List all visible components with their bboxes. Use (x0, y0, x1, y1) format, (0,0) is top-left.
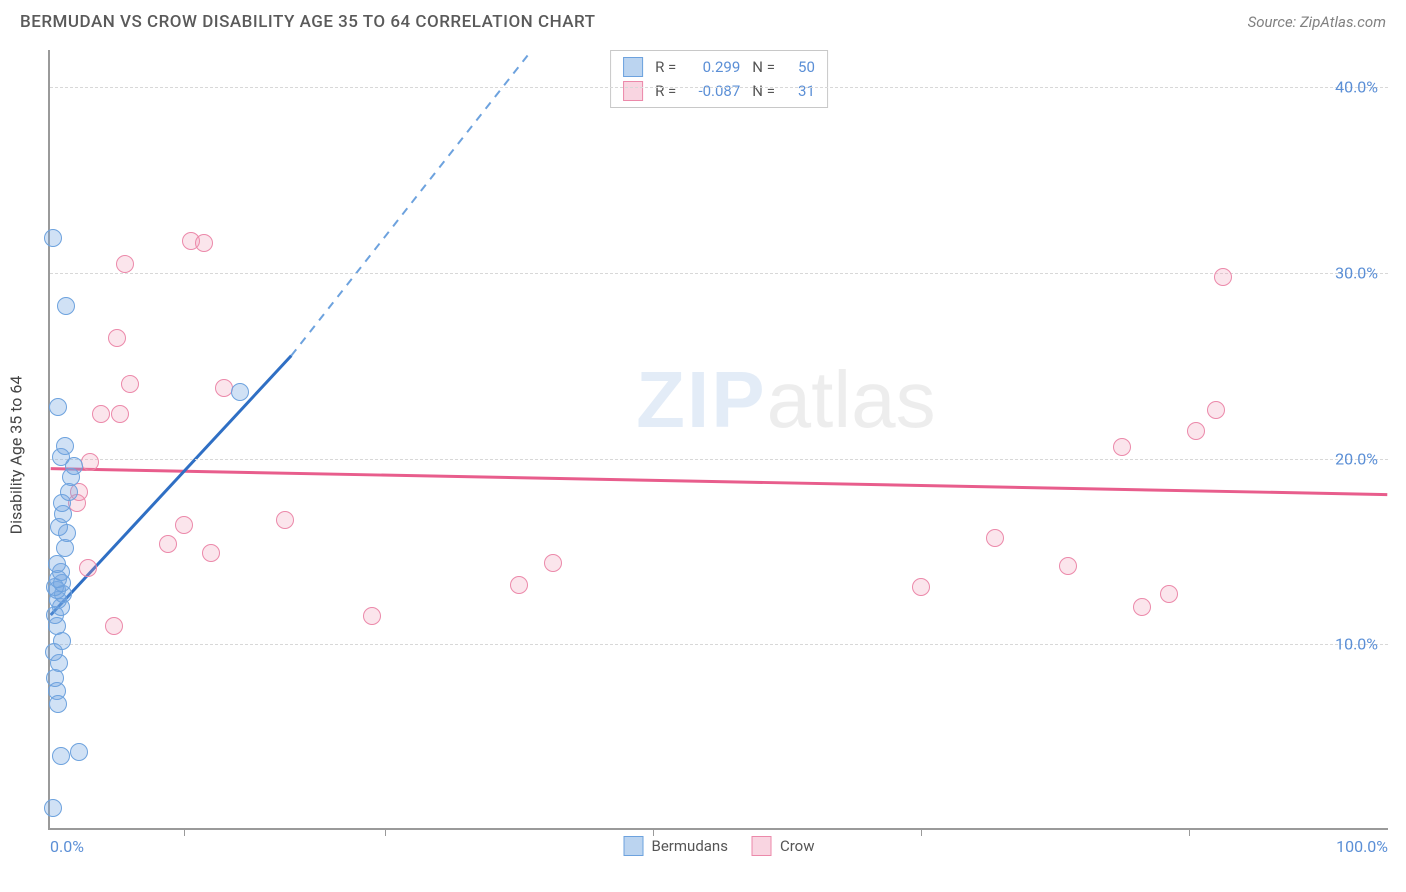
crow-point (363, 607, 381, 625)
x-tick (921, 828, 922, 836)
legend-item-bermudans: Bermudans (624, 836, 728, 856)
crow-point (1133, 598, 1151, 616)
series-legend: Bermudans Crow (624, 836, 815, 856)
r-val-blue: 0.299 (688, 58, 740, 76)
y-tick-label: 40.0% (1335, 78, 1378, 97)
bermudan-point (56, 437, 74, 455)
legend-label: Crow (780, 837, 815, 855)
y-tick-label: 10.0% (1335, 635, 1378, 654)
bermudan-point (49, 695, 67, 713)
legend-label: Bermudans (652, 837, 728, 855)
bermudan-point (231, 383, 249, 401)
x-tick (385, 828, 386, 836)
swatch-pink-icon (623, 81, 643, 101)
r-label: R = (655, 82, 676, 100)
crow-point (79, 559, 97, 577)
source-label: Source: ZipAtlas.com (1248, 13, 1386, 31)
crow-point (121, 375, 139, 393)
x-tick (1189, 828, 1190, 836)
n-label: N = (752, 82, 775, 100)
crow-point (111, 405, 129, 423)
crow-point (1160, 585, 1178, 603)
crow-point (1113, 438, 1131, 456)
n-label: N = (752, 58, 775, 76)
crow-point (1214, 268, 1232, 286)
crow-point (276, 511, 294, 529)
crow-point (202, 544, 220, 562)
crow-point (1059, 557, 1077, 575)
swatch-blue-icon (624, 836, 644, 856)
swatch-blue-icon (623, 57, 643, 77)
crow-point (510, 576, 528, 594)
x-tick (653, 828, 654, 836)
crow-point (912, 578, 930, 596)
bermudan-point (57, 297, 75, 315)
chart-title: BERMUDAN VS CROW DISABILITY AGE 35 TO 64… (20, 12, 596, 32)
crow-point (175, 516, 193, 534)
crow-point (159, 535, 177, 553)
bermudan-point (48, 555, 66, 573)
y-tick-label: 30.0% (1335, 263, 1378, 282)
gridline (50, 459, 1388, 460)
x-min-label: 0.0% (50, 837, 84, 856)
gridline (50, 87, 1388, 88)
crow-point (215, 379, 233, 397)
crow-point (1187, 422, 1205, 440)
correlation-legend: R = 0.299 N = 50 R = -0.087 N = 31 (610, 50, 828, 108)
swatch-pink-icon (752, 836, 772, 856)
n-val-pink: 31 (787, 82, 815, 100)
n-val-blue: 50 (787, 58, 815, 76)
bermudan-point (70, 743, 88, 761)
bermudan-point (44, 799, 62, 817)
trend-lines (50, 50, 1388, 828)
crow-point (1207, 401, 1225, 419)
r-label: R = (655, 58, 676, 76)
crow-point (81, 453, 99, 471)
gridline (50, 644, 1388, 645)
trend-line (291, 50, 532, 356)
crow-point (544, 554, 562, 572)
y-axis-title: Disability Age 35 to 64 (7, 376, 26, 535)
x-tick (184, 828, 185, 836)
crow-point (986, 529, 1004, 547)
plot-area: ZIPatlas R = 0.299 N = 50 R = -0.087 N =… (48, 50, 1388, 830)
crow-point (92, 405, 110, 423)
crow-point (105, 617, 123, 635)
bermudan-point (44, 229, 62, 247)
r-val-pink: -0.087 (688, 82, 740, 100)
legend-item-crow: Crow (752, 836, 815, 856)
gridline (50, 273, 1388, 274)
crow-point (195, 234, 213, 252)
chart-header: BERMUDAN VS CROW DISABILITY AGE 35 TO 64… (0, 0, 1406, 36)
legend-row-blue: R = 0.299 N = 50 (623, 55, 815, 79)
chart-container: Disability Age 35 to 64 ZIPatlas R = 0.2… (48, 50, 1388, 860)
x-max-label: 100.0% (1336, 837, 1388, 856)
crow-point (116, 255, 134, 273)
legend-row-pink: R = -0.087 N = 31 (623, 79, 815, 103)
bermudan-point (52, 747, 70, 765)
crow-point (108, 329, 126, 347)
bermudan-point (49, 398, 67, 416)
y-tick-label: 20.0% (1335, 449, 1378, 468)
trend-line (51, 469, 1388, 495)
